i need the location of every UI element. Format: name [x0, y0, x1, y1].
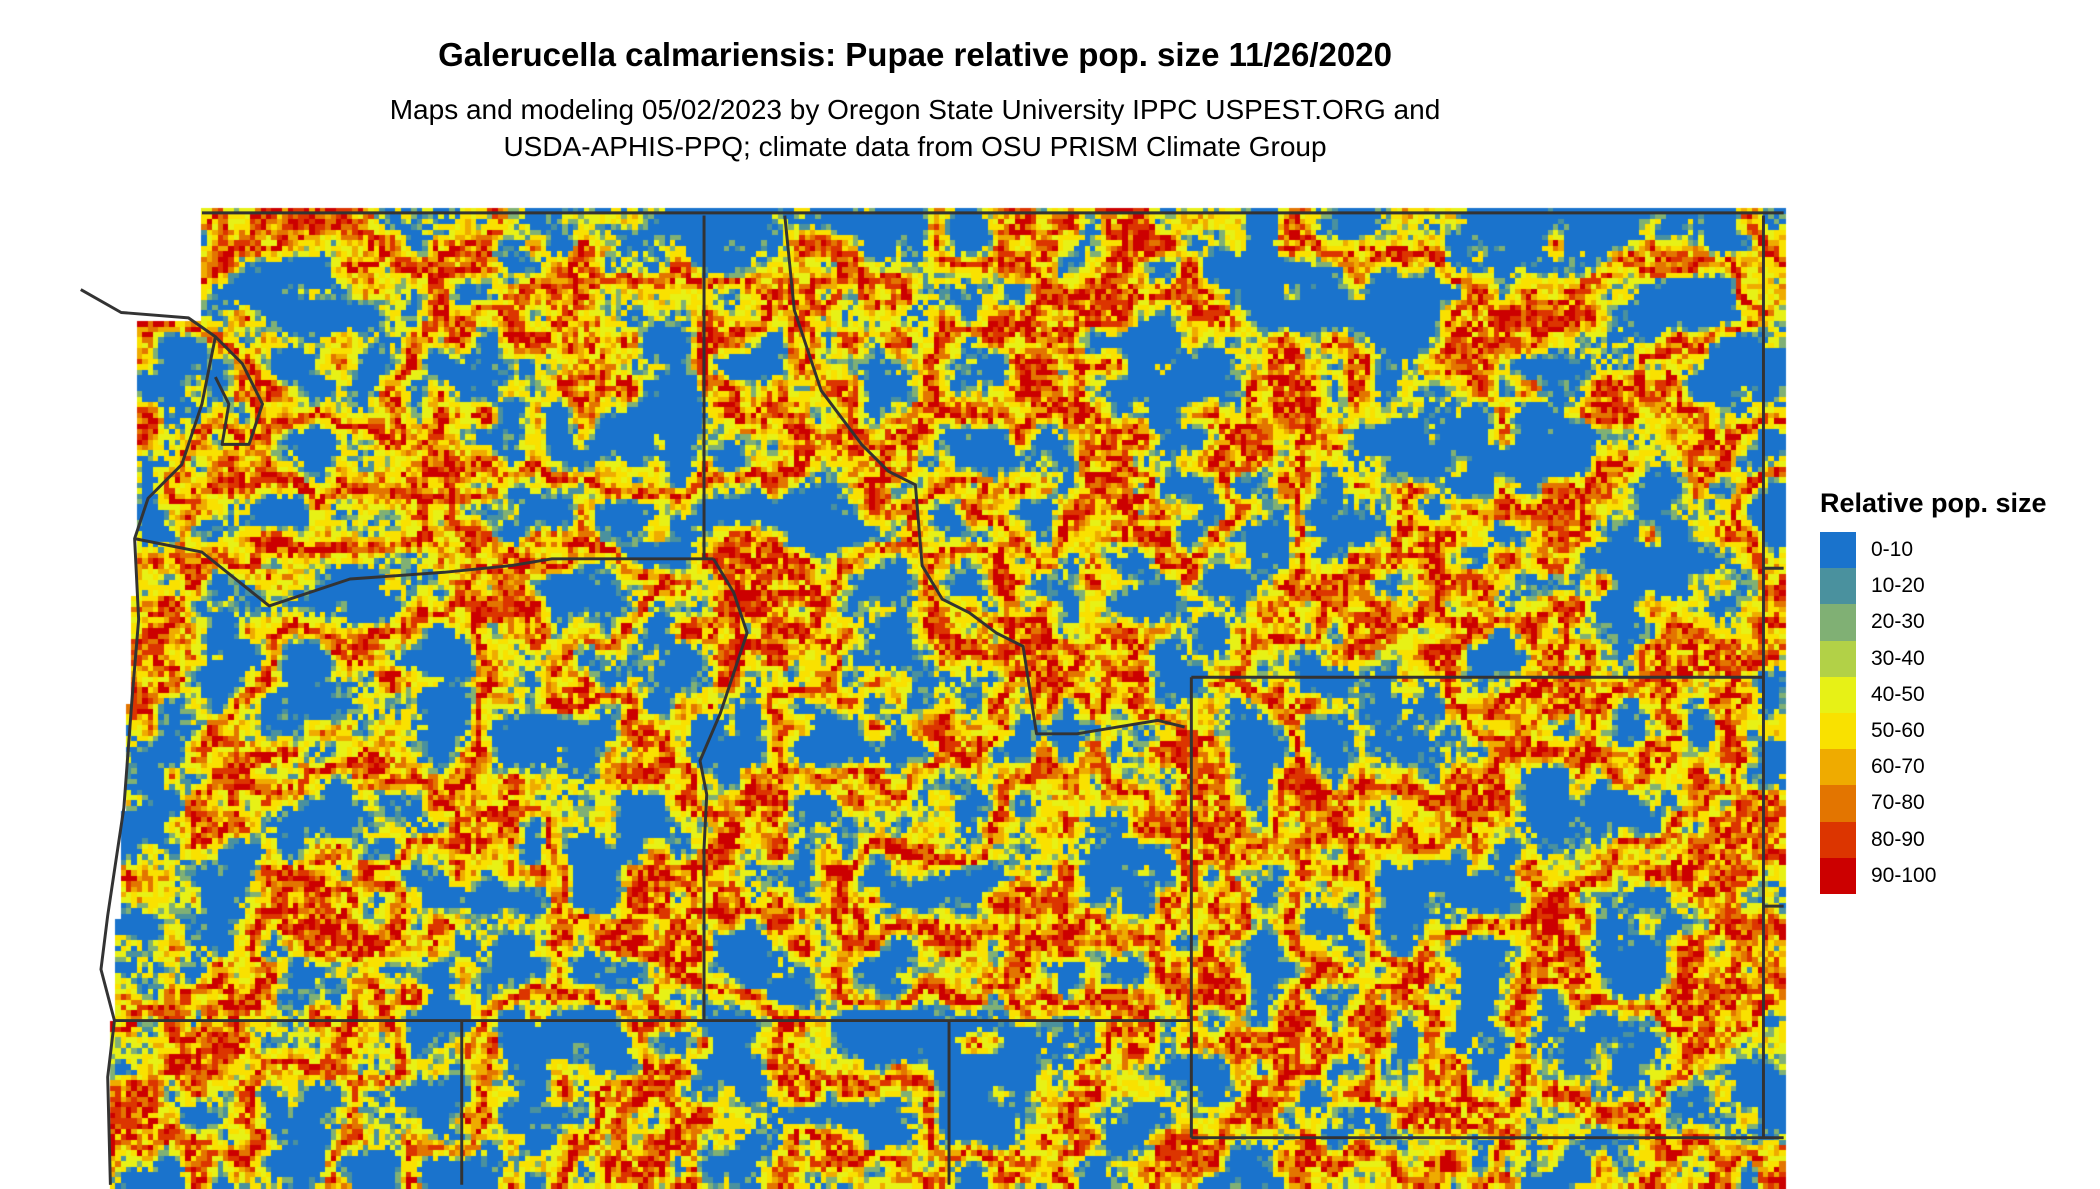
- legend-item: 40-50: [1820, 676, 2047, 713]
- map-subtitle-line-1: Maps and modeling 05/02/2023 by Oregon S…: [389, 94, 1441, 125]
- legend-label: 20-30: [1871, 610, 1925, 634]
- legend-item: 20-30: [1820, 604, 2047, 641]
- legend-item: 70-80: [1820, 785, 2047, 822]
- legend-swatch: [1820, 676, 1856, 713]
- or-id-border: [698, 558, 749, 1021]
- legend-label: 10-20: [1871, 574, 1925, 598]
- legend-label: 0-10: [1871, 538, 1914, 562]
- legend-item: 30-40: [1820, 640, 2047, 677]
- id-mt-border: [783, 215, 1185, 736]
- legend-item: 50-60: [1820, 712, 2047, 750]
- legend-swatch: [1820, 821, 1856, 858]
- legend-item: 10-20: [1820, 568, 2047, 605]
- legend-swatch: [1820, 532, 1856, 569]
- legend: Relative pop. size 0-10 10-20 20-30 30-40 40…: [1820, 488, 2047, 894]
- legend-item: 80-90: [1820, 821, 2047, 858]
- legend-title: Relative pop. size: [1820, 488, 2047, 518]
- legend-item: 60-70: [1820, 749, 2047, 786]
- legend-swatch: [1820, 785, 1856, 822]
- coastline: [80, 288, 217, 1185]
- legend-item: 90-100: [1820, 857, 2047, 894]
- legend-label: 40-50: [1871, 682, 1925, 706]
- legend-item: 0-10: [1820, 532, 2047, 569]
- wa-or-border: [134, 537, 714, 608]
- legend-label: 50-60: [1871, 719, 1925, 743]
- legend-label: 30-40: [1871, 646, 1925, 670]
- legend-swatch: [1820, 568, 1856, 605]
- legend-label: 80-90: [1871, 827, 1925, 851]
- legend-swatch: [1820, 749, 1856, 786]
- legend-label: 60-70: [1871, 755, 1925, 779]
- legend-swatch: [1820, 640, 1856, 677]
- legend-label: 70-80: [1871, 791, 1925, 815]
- map-subtitle-line-2: USDA-APHIS-PPQ; climate data from OSU PR…: [503, 131, 1327, 162]
- map-title: Galerucella calmariensis: Pupae relative…: [438, 36, 1392, 73]
- puget-sound: [214, 335, 264, 446]
- legend-swatch: [1820, 857, 1856, 894]
- sd-border-stub: [1763, 566, 1784, 908]
- legend-swatch: [1820, 712, 1856, 750]
- legend-swatch: [1820, 604, 1856, 641]
- legend-label: 90-100: [1871, 863, 1937, 887]
